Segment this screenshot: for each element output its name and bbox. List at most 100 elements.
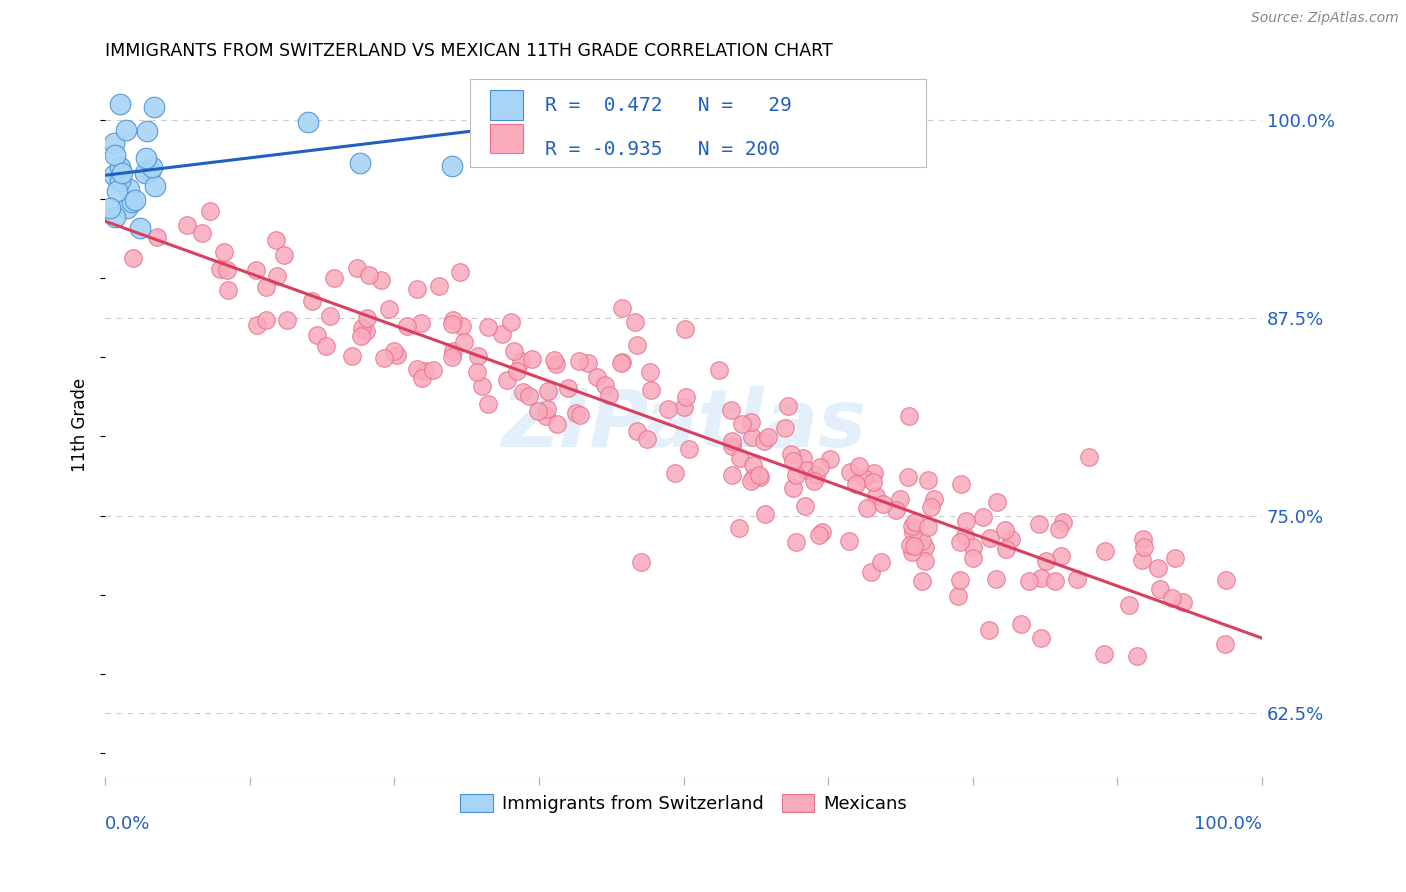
Point: [103, 136, 125, 151]
Point: [994, 523, 1017, 537]
Point: [499, 97, 522, 112]
Point: [1029, 631, 1052, 645]
Point: [1118, 598, 1140, 612]
Legend: Immigrants from Switzerland, Mexicans: Immigrants from Switzerland, Mexicans: [453, 787, 914, 821]
Point: [440, 351, 463, 365]
Point: [146, 230, 169, 244]
Point: [626, 424, 648, 438]
Point: [378, 301, 401, 316]
Point: [143, 179, 166, 194]
Point: [610, 356, 633, 370]
Point: [568, 409, 591, 423]
Point: [534, 409, 557, 423]
Point: [598, 388, 620, 402]
Point: [546, 417, 568, 431]
Point: [917, 473, 939, 487]
Point: [848, 459, 870, 474]
Point: [557, 381, 579, 395]
Point: [901, 544, 924, 558]
Point: [804, 468, 827, 483]
Point: [707, 363, 730, 377]
FancyBboxPatch shape: [491, 90, 523, 120]
Point: [406, 362, 429, 376]
Text: IMMIGRANTS FROM SWITZERLAND VS MEXICAN 11TH GRADE CORRELATION CHART: IMMIGRANTS FROM SWITZERLAND VS MEXICAN 1…: [105, 42, 832, 60]
Point: [740, 474, 762, 488]
Point: [1028, 516, 1050, 531]
Point: [245, 262, 267, 277]
Point: [962, 550, 984, 565]
Point: [838, 534, 860, 549]
Point: [972, 509, 994, 524]
Point: [340, 349, 363, 363]
Point: [748, 468, 770, 483]
Y-axis label: 11th Grade: 11th Grade: [72, 377, 89, 472]
Text: Source: ZipAtlas.com: Source: ZipAtlas.com: [1251, 11, 1399, 25]
Point: [626, 338, 648, 352]
Point: [441, 317, 464, 331]
Point: [1164, 551, 1187, 566]
Point: [721, 439, 744, 453]
Point: [612, 301, 634, 315]
Point: [853, 471, 876, 485]
Point: [593, 378, 616, 392]
Point: [720, 403, 742, 417]
Point: [103, 168, 125, 182]
Point: [740, 415, 762, 429]
Point: [1049, 549, 1071, 563]
Point: [1132, 533, 1154, 547]
Point: [922, 491, 945, 506]
Point: [884, 503, 907, 517]
Point: [1000, 532, 1022, 546]
Point: [108, 160, 131, 174]
Point: [297, 115, 319, 129]
Point: [544, 357, 567, 371]
Point: [135, 123, 157, 137]
Point: [889, 492, 911, 507]
Point: [730, 450, 752, 465]
Point: [1092, 647, 1115, 661]
Point: [1035, 554, 1057, 568]
Point: [536, 401, 558, 416]
Point: [720, 467, 742, 482]
Point: [264, 233, 287, 247]
Point: [1018, 574, 1040, 588]
Point: [818, 451, 841, 466]
Point: [266, 269, 288, 284]
Point: [839, 466, 862, 480]
Point: [811, 525, 834, 540]
Point: [897, 470, 920, 484]
Point: [782, 453, 804, 467]
Point: [1130, 553, 1153, 567]
Point: [675, 390, 697, 404]
Point: [373, 351, 395, 365]
Point: [422, 363, 444, 377]
Point: [517, 390, 540, 404]
Point: [387, 348, 409, 362]
Text: ZIPatlas: ZIPatlas: [501, 385, 866, 464]
Point: [962, 540, 984, 554]
Point: [586, 369, 609, 384]
Point: [1031, 571, 1053, 585]
Point: [441, 312, 464, 326]
Point: [845, 477, 868, 491]
Point: [346, 260, 368, 275]
Point: [955, 515, 977, 529]
Point: [904, 515, 927, 529]
Point: [911, 533, 934, 548]
Point: [441, 160, 464, 174]
Point: [920, 500, 942, 514]
Point: [869, 555, 891, 569]
Point: [901, 519, 924, 533]
Point: [543, 352, 565, 367]
Point: [914, 554, 936, 568]
Point: [212, 245, 235, 260]
FancyBboxPatch shape: [491, 124, 523, 153]
Point: [108, 170, 131, 185]
Point: [731, 417, 754, 431]
Point: [856, 501, 879, 516]
Point: [1149, 582, 1171, 596]
Point: [636, 432, 658, 446]
Point: [451, 319, 474, 334]
Point: [903, 525, 925, 540]
Point: [217, 283, 239, 297]
